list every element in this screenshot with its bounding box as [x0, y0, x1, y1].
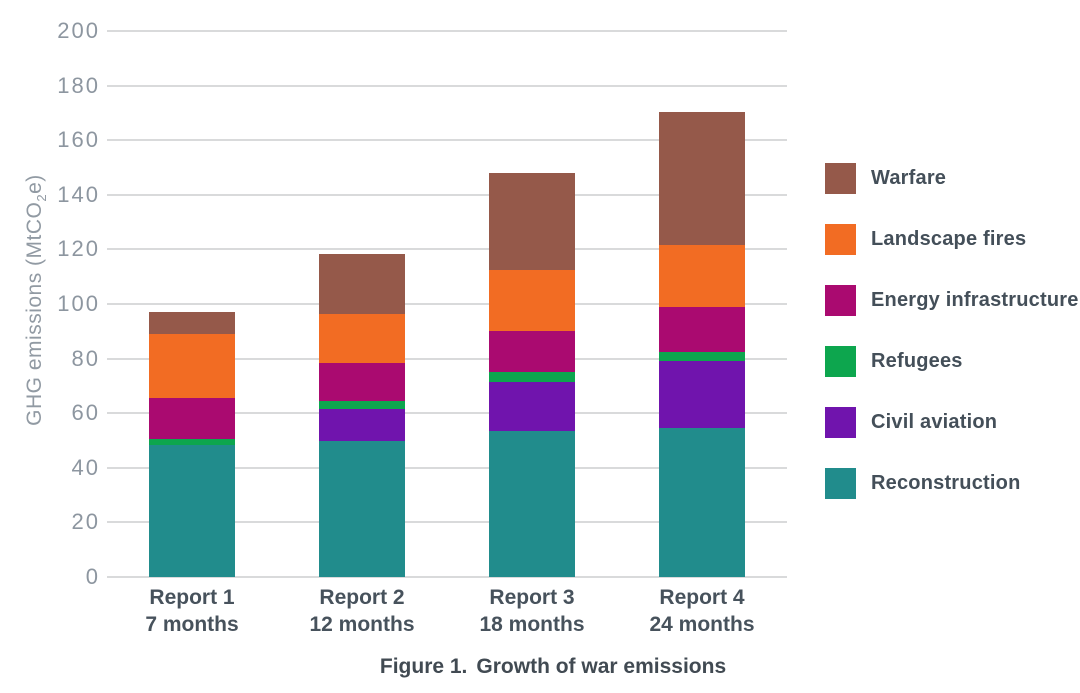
bar-report-3 [489, 173, 575, 577]
gridline-0 [107, 576, 787, 578]
y-tick-label-60: 60 [71, 400, 100, 426]
legend-label: Refugees [871, 350, 963, 372]
plot-area [107, 30, 787, 578]
y-tick-label-180: 180 [57, 72, 100, 98]
legend-item-energy-infrastructure: Energy infrastructure [825, 285, 1079, 316]
bar-segment-refugees [149, 439, 235, 445]
legend-swatch-warfare [825, 163, 856, 194]
gridline-40 [107, 466, 787, 469]
bar-segment-reconstruction [319, 440, 405, 577]
gridline-140 [107, 193, 787, 196]
bar-segment-landscape-fires [319, 313, 405, 363]
y-tick-label-40: 40 [71, 454, 100, 480]
x-label-report-1: Report 1 7 months [102, 584, 282, 638]
bar-segment-refugees [659, 351, 745, 362]
legend-item-civil-aviation: Civil aviation [825, 407, 997, 438]
gridline-60 [107, 412, 787, 415]
bar-segment-landscape-fires [489, 269, 575, 332]
x-label-line1: Report 2 [319, 586, 405, 609]
legend-item-reconstruction: Reconstruction [825, 468, 1020, 499]
x-label-report-3: Report 3 18 months [442, 584, 622, 638]
x-label-report-4: Report 4 24 months [612, 584, 792, 638]
legend-label: Warfare [871, 167, 947, 189]
legend-label: Landscape fires [871, 228, 1027, 250]
figure-caption-number: Figure 1. [379, 655, 468, 678]
bar-segment-energy-infrastructure [149, 398, 235, 440]
legend-swatch-reconstruction [825, 468, 856, 499]
bar-segment-warfare [149, 312, 235, 335]
bar-segment-reconstruction [489, 430, 575, 577]
bar-segment-energy-infrastructure [319, 362, 405, 401]
bar-segment-landscape-fires [149, 334, 235, 399]
legend-item-refugees: Refugees [825, 346, 963, 377]
bar-segment-civil-aviation [659, 361, 745, 429]
legend-swatch-energy-infrastructure [825, 285, 856, 316]
y-tick-label-0: 0 [85, 564, 100, 589]
gridline-80 [107, 357, 787, 360]
bar-segment-reconstruction [149, 444, 235, 577]
figure-caption-title: Growth of war emissions [476, 655, 727, 678]
bar-segment-landscape-fires [659, 245, 745, 307]
gridline-120 [107, 248, 787, 251]
figure-caption: Figure 1. Growth of war emissions [13, 655, 1080, 679]
y-tick-label-120: 120 [57, 236, 100, 262]
bar-segment-refugees [489, 372, 575, 382]
x-label-line1: Report 4 [659, 586, 745, 609]
legend-item-warfare: Warfare [825, 163, 946, 194]
bar-segment-warfare [319, 253, 405, 314]
bar-segment-energy-infrastructure [659, 306, 745, 352]
legend-label: Civil aviation [871, 411, 998, 433]
bar-segment-civil-aviation [489, 381, 575, 431]
gridline-160 [107, 139, 787, 142]
legend-label: Reconstruction [871, 472, 1021, 494]
legend-swatch-refugees [825, 346, 856, 377]
bar-report-1 [149, 312, 235, 577]
y-tick-label-160: 160 [57, 127, 100, 153]
x-label-line1: Report 1 [149, 586, 235, 609]
bar-segment-refugees [319, 400, 405, 410]
y-tick-label-20: 20 [71, 509, 100, 535]
gridline-20 [107, 521, 787, 524]
bar-segment-reconstruction [659, 428, 745, 577]
x-label-line2: 18 months [479, 613, 585, 636]
x-label-line2: 24 months [649, 613, 755, 636]
y-tick-label-140: 140 [57, 181, 100, 207]
x-label-line2: 7 months [145, 613, 239, 636]
y-tick-label-80: 80 [71, 345, 100, 371]
gridline-180 [107, 84, 787, 87]
bar-segment-energy-infrastructure [489, 331, 575, 373]
bar-segment-warfare [659, 111, 745, 246]
legend-swatch-civil-aviation [825, 407, 856, 438]
bar-segment-warfare [489, 173, 575, 270]
legend-swatch-landscape-fires [825, 224, 856, 255]
legend-item-landscape-fires: Landscape fires [825, 224, 1026, 255]
bar-report-4 [659, 111, 745, 577]
bar-segment-civil-aviation [319, 409, 405, 441]
gridline-100 [107, 303, 787, 305]
y-tick-label-100: 100 [57, 291, 100, 316]
x-label-line1: Report 3 [489, 586, 575, 609]
x-label-line2: 12 months [309, 613, 415, 636]
y-tick-label-200: 200 [57, 18, 100, 43]
bar-report-2 [319, 253, 405, 577]
x-label-report-2: Report 2 12 months [272, 584, 452, 638]
legend-label: Energy infrastructure [871, 289, 1079, 311]
gridline-200 [107, 30, 787, 32]
